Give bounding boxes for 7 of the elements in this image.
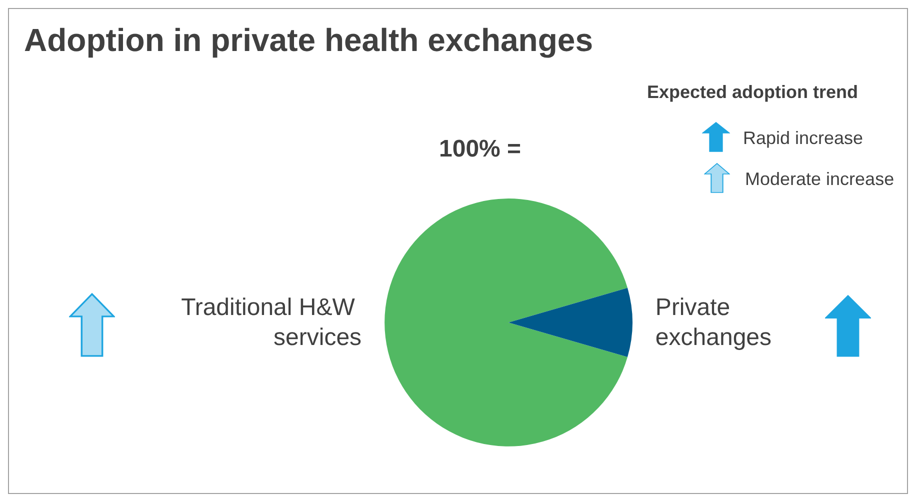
legend-title: Expected adoption trend bbox=[647, 82, 858, 102]
text: 100% = bbox=[439, 136, 522, 162]
slice-label: Traditional H&W services bbox=[181, 294, 362, 351]
slice-label: Private exchanges bbox=[655, 294, 772, 351]
text: Rapid increase bbox=[743, 128, 864, 148]
text: Moderate increase bbox=[745, 169, 894, 189]
chart-title: Adoption in private health exchanges bbox=[24, 22, 593, 58]
